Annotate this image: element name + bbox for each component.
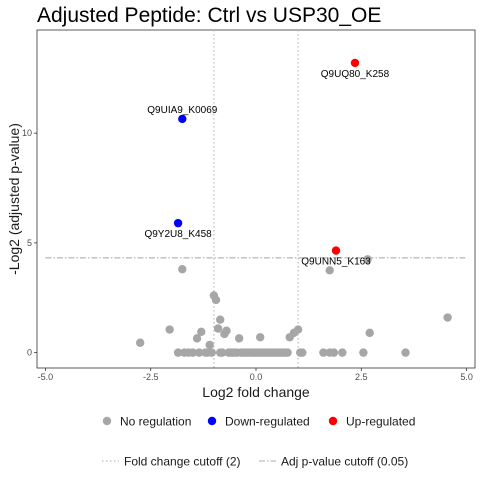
point-no-regulation xyxy=(329,348,339,357)
point-no-regulation xyxy=(192,334,202,343)
point-label: Q9UQ80_K258 xyxy=(321,69,390,80)
point-no-regulation xyxy=(325,266,334,275)
point-labels: Q9UIA9_K0069 Q9Y2U8_K458 Q9UQ80_K258 Q9UNN5… xyxy=(144,69,389,268)
point-no-regulation xyxy=(205,340,214,350)
x-tick-label: 2.5 xyxy=(355,372,368,382)
x-axis: -5.0 -2.5 0.0 2.5 5.0 xyxy=(38,368,473,382)
point-up-regulated xyxy=(331,246,341,255)
x-axis-title: Log2 fold change xyxy=(202,384,310,400)
point-no-regulation xyxy=(135,338,145,347)
point-no-regulation xyxy=(293,325,303,334)
legend-swatch-no-regulation xyxy=(102,416,112,426)
point-down-regulated xyxy=(173,218,183,228)
point-no-regulation xyxy=(194,348,204,357)
legend-label-fold-change-cutoff: Fold change cutoff (2) xyxy=(124,455,241,469)
x-tick-label: 5.0 xyxy=(460,372,473,382)
plot-area: Q9UIA9_K0069 Q9Y2U8_K458 Q9UQ80_K258 Q9UNN5… xyxy=(36,29,476,369)
y-axis-title: -Log2 (adjusted p-value) xyxy=(6,123,22,275)
point-no-regulation xyxy=(443,313,452,322)
legend-swatch-up-regulated xyxy=(328,416,338,426)
legend-swatch-down-regulated xyxy=(207,416,217,426)
point-no-regulation xyxy=(365,328,374,338)
point-no-regulation xyxy=(319,348,328,357)
point-no-regulation xyxy=(234,334,244,343)
point-no-regulation xyxy=(165,325,174,334)
point-label: Q9UIA9_K0069 xyxy=(147,105,217,116)
x-tick-label: -5.0 xyxy=(38,372,54,382)
chart-title: Adjusted Peptide: Ctrl vs USP30_OE xyxy=(37,4,381,27)
legend-label-no-regulation: No regulation xyxy=(120,415,191,429)
x-tick-label: -2.5 xyxy=(143,372,159,382)
legend-points: No regulation Down-regulated Up-regulate… xyxy=(102,415,415,429)
point-no-regulation xyxy=(363,255,372,264)
point-no-regulation xyxy=(213,324,223,333)
point-no-regulation xyxy=(211,295,221,305)
point-no-regulation xyxy=(207,348,216,357)
plot-panel-border xyxy=(36,29,476,369)
point-no-regulation xyxy=(197,327,206,336)
point-no-regulation xyxy=(222,326,231,335)
point-no-regulation xyxy=(256,333,265,342)
point-down-regulated xyxy=(178,114,187,124)
point-label: Q9UNN5_K163 xyxy=(301,257,371,268)
point-no-regulation xyxy=(216,315,225,324)
point-no-regulation xyxy=(178,265,187,274)
point-no-regulation xyxy=(218,348,227,357)
y-tick-label: 5 xyxy=(27,238,32,248)
point-no-regulation xyxy=(298,348,307,357)
point-no-regulation xyxy=(283,348,292,357)
y-axis: 0 5 10 xyxy=(22,128,37,358)
point-no-regulation xyxy=(338,348,347,357)
point-no-regulation xyxy=(359,348,368,357)
data-points xyxy=(135,58,452,357)
legend-label-down-regulated: Down-regulated xyxy=(225,415,310,429)
cutoff-lines xyxy=(45,30,467,368)
legend-lines: Fold change cutoff (2) Adj p-value cutof… xyxy=(102,455,408,469)
legend-label-adj-p-cutoff: Adj p-value cutoff (0.05) xyxy=(281,455,408,469)
point-up-regulated xyxy=(350,58,360,68)
y-tick-label: 10 xyxy=(22,128,32,138)
point-no-regulation xyxy=(173,348,183,357)
point-label: Q9Y2U8_K458 xyxy=(144,229,212,240)
legend-label-up-regulated: Up-regulated xyxy=(346,415,415,429)
x-tick-label: 0.0 xyxy=(250,372,263,382)
point-no-regulation xyxy=(188,348,198,357)
point-no-regulation xyxy=(401,348,410,357)
y-tick-label: 0 xyxy=(27,348,32,358)
